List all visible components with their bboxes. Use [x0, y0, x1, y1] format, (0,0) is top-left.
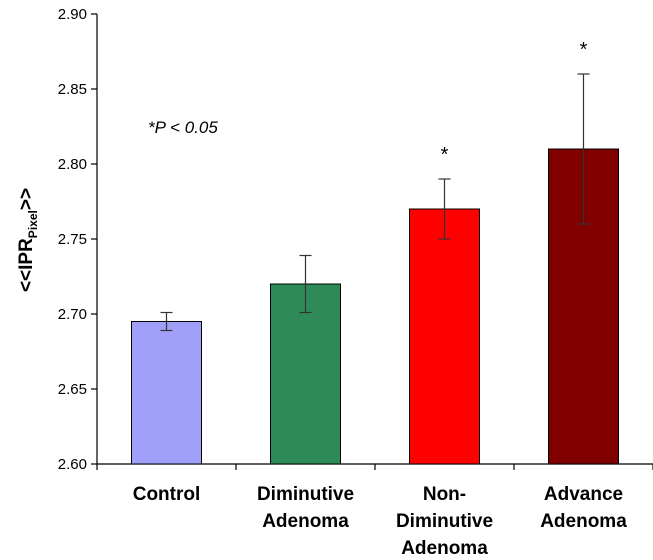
bar [409, 208, 480, 465]
y-axis-label: <<IPRPixel>> [16, 188, 40, 292]
svg-text:<<IPRPixel>>: <<IPRPixel>> [16, 188, 40, 292]
x-category-label: Adenoma [262, 511, 349, 532]
y-tick-label: 2.90 [58, 6, 87, 23]
y-axis-label-subscript: Pixel [26, 210, 40, 238]
x-category-label: Diminutive [257, 484, 354, 505]
y-tick-label: 2.80 [58, 156, 87, 173]
x-category-label: Advance [544, 484, 623, 505]
x-category-label: Adenoma [401, 538, 488, 559]
x-category-label: Adenoma [540, 511, 627, 532]
x-category-label: Diminutive [396, 511, 493, 532]
y-axis-label-suffix: >> [16, 188, 37, 210]
significance-star: * [441, 144, 449, 166]
bar [131, 321, 202, 465]
y-tick-label: 2.85 [58, 81, 87, 98]
x-category-label: Non- [423, 484, 466, 505]
y-axis-label-main: <<IPR [16, 238, 37, 292]
significance-star: * [580, 39, 588, 61]
significance-note: *P < 0.05 [148, 118, 218, 137]
x-category-label: Control [133, 484, 201, 505]
y-tick-label: 2.75 [58, 231, 87, 248]
plot-area: 2.60 2.65 2.70 2.75 2.80 2.85 2.90 Control Dimin… [58, 6, 653, 559]
bar [270, 283, 341, 465]
y-tick-label: 2.65 [58, 381, 87, 398]
y-tick-label: 2.70 [58, 306, 87, 323]
y-tick-label: 2.60 [58, 456, 87, 473]
